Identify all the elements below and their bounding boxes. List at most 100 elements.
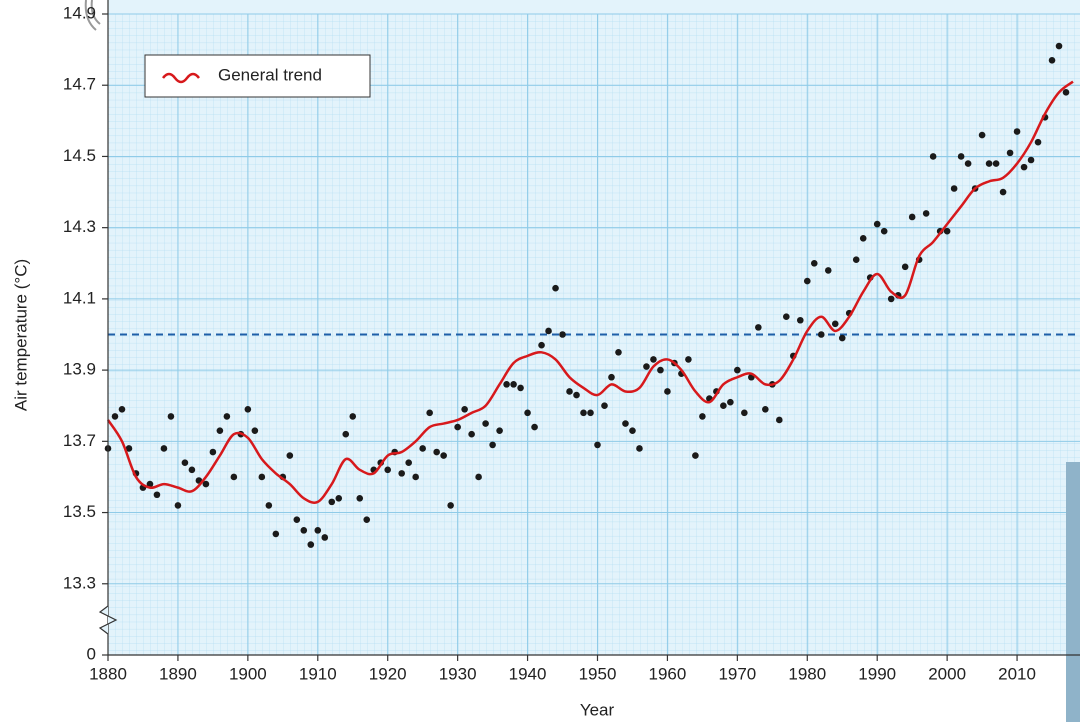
data-point bbox=[839, 335, 846, 342]
data-point bbox=[468, 431, 475, 438]
y-tick-label: 13.9 bbox=[63, 360, 96, 379]
data-point bbox=[175, 502, 182, 509]
y-tick-label: 14.7 bbox=[63, 75, 96, 94]
data-point bbox=[699, 413, 706, 420]
chart: General trend Year Air temperature (°C) … bbox=[0, 0, 1080, 722]
photo-edge bbox=[1066, 462, 1080, 722]
data-point bbox=[119, 406, 126, 413]
data-point bbox=[650, 356, 657, 363]
data-point bbox=[608, 374, 615, 381]
data-point bbox=[1049, 57, 1056, 64]
data-point bbox=[531, 424, 538, 431]
data-point bbox=[993, 160, 1000, 167]
legend: General trend bbox=[145, 55, 370, 97]
data-point bbox=[419, 445, 426, 452]
data-point bbox=[433, 449, 440, 456]
data-point bbox=[622, 420, 629, 427]
data-point bbox=[580, 410, 587, 417]
data-point bbox=[1035, 139, 1042, 146]
data-point bbox=[349, 413, 356, 420]
data-point bbox=[545, 328, 552, 335]
data-point bbox=[1021, 164, 1028, 171]
data-point bbox=[643, 363, 650, 370]
data-point bbox=[573, 392, 580, 399]
data-point bbox=[440, 452, 447, 459]
data-point bbox=[182, 459, 189, 466]
data-point bbox=[692, 452, 699, 459]
data-point bbox=[245, 406, 252, 413]
y-tick-label: 0 bbox=[87, 644, 96, 663]
data-point bbox=[161, 445, 168, 452]
data-point bbox=[874, 221, 881, 228]
data-point bbox=[405, 459, 412, 466]
data-point bbox=[210, 449, 217, 456]
data-point bbox=[412, 474, 419, 481]
data-point bbox=[454, 424, 461, 431]
data-point bbox=[657, 367, 664, 374]
x-tick-label: 1950 bbox=[579, 664, 617, 683]
data-point bbox=[902, 264, 909, 271]
data-point bbox=[559, 331, 566, 338]
data-point bbox=[552, 285, 559, 292]
data-point bbox=[189, 467, 196, 474]
data-point bbox=[825, 267, 832, 274]
data-point bbox=[797, 317, 804, 324]
data-point bbox=[524, 410, 531, 417]
x-tick-label: 1890 bbox=[159, 664, 197, 683]
x-tick-label: 1970 bbox=[718, 664, 756, 683]
data-point bbox=[217, 427, 224, 434]
data-point bbox=[958, 153, 965, 160]
data-point bbox=[461, 406, 468, 413]
data-point bbox=[818, 331, 825, 338]
data-point bbox=[923, 210, 930, 217]
data-point bbox=[986, 160, 993, 167]
data-point bbox=[1007, 150, 1014, 157]
x-tick-label: 1900 bbox=[229, 664, 267, 683]
data-point bbox=[489, 442, 496, 449]
data-point bbox=[510, 381, 517, 388]
data-point bbox=[685, 356, 692, 363]
data-point bbox=[804, 278, 811, 285]
data-point bbox=[300, 527, 307, 534]
data-point bbox=[734, 367, 741, 374]
x-tick-label: 2010 bbox=[998, 664, 1036, 683]
x-tick-label: 1960 bbox=[649, 664, 687, 683]
x-tick-label: 1880 bbox=[89, 664, 127, 683]
data-point bbox=[384, 467, 391, 474]
data-point bbox=[517, 385, 524, 392]
data-point bbox=[762, 406, 769, 413]
data-point bbox=[615, 349, 622, 356]
data-point bbox=[398, 470, 405, 477]
data-point bbox=[1028, 157, 1035, 164]
data-point bbox=[720, 402, 727, 409]
data-point bbox=[811, 260, 818, 267]
data-point bbox=[496, 427, 503, 434]
x-axis-title: Year bbox=[580, 700, 615, 719]
data-point bbox=[853, 256, 860, 263]
data-point bbox=[314, 527, 321, 534]
x-tick-label: 1920 bbox=[369, 664, 407, 683]
data-point bbox=[783, 313, 790, 320]
data-point bbox=[1000, 189, 1007, 196]
data-point bbox=[888, 296, 895, 303]
y-tick-label: 14.9 bbox=[63, 3, 96, 22]
x-tick-label: 2000 bbox=[928, 664, 966, 683]
data-point bbox=[1063, 89, 1070, 96]
data-point bbox=[328, 499, 335, 506]
data-point bbox=[342, 431, 349, 438]
x-tick-label: 1990 bbox=[858, 664, 896, 683]
x-tick-label: 1980 bbox=[788, 664, 826, 683]
data-point bbox=[503, 381, 510, 388]
data-point bbox=[273, 531, 280, 538]
data-point bbox=[482, 420, 489, 427]
data-point bbox=[636, 445, 643, 452]
data-point bbox=[909, 214, 916, 221]
data-point bbox=[154, 491, 161, 498]
data-point bbox=[335, 495, 342, 502]
y-tick-label: 14.1 bbox=[63, 288, 96, 307]
x-tick-label: 1940 bbox=[509, 664, 547, 683]
data-point bbox=[294, 516, 301, 523]
data-point bbox=[266, 502, 273, 509]
data-point bbox=[475, 474, 482, 481]
data-point bbox=[447, 502, 454, 509]
